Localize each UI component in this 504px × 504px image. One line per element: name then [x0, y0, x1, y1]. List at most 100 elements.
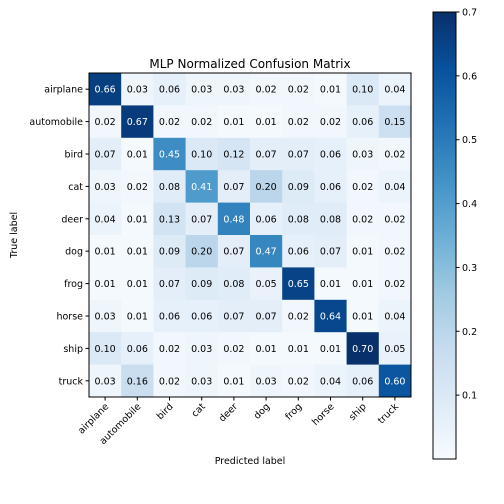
cell-value-label: 0.15 [384, 117, 405, 128]
heatmap-cell [121, 73, 154, 106]
heatmap-cell [346, 332, 380, 365]
heatmap-cell [314, 170, 347, 203]
colorbar-tick-label: 0.3 [462, 263, 477, 274]
cell-value-label: 0.45 [159, 150, 180, 161]
cell-value-label: 0.10 [95, 344, 116, 355]
heatmap-cell [378, 137, 412, 171]
cell-value-label: 0.06 [159, 312, 180, 323]
cell-value-label: 0.02 [256, 85, 277, 96]
heatmap-cell [346, 364, 380, 398]
cell-value-label: 0.04 [95, 214, 116, 225]
heatmap-cell [185, 105, 219, 139]
cell-value-label: 0.03 [95, 312, 116, 323]
cell-value-label: 0.03 [191, 85, 212, 96]
chart-title: MLP Normalized Confusion Matrix [149, 57, 350, 71]
heatmap-cell [153, 105, 186, 139]
heatmap-cell [217, 105, 251, 139]
cell-value-label: 0.08 [288, 214, 309, 225]
heatmap-cell [185, 332, 219, 365]
cell-value-label: 0.06 [159, 85, 180, 96]
heatmap-cell [378, 267, 412, 301]
cell-value-label: 0.04 [320, 376, 341, 387]
cell-value-label: 0.02 [159, 376, 180, 387]
cell-value-label: 0.01 [223, 117, 244, 128]
cell-value-label: 0.02 [352, 214, 373, 225]
heatmap-cell [89, 170, 122, 203]
heatmap-cell [185, 170, 219, 203]
cell-value-label: 0.01 [320, 344, 341, 355]
y-tick-label: bird [65, 150, 83, 161]
heatmap-cell [89, 364, 122, 398]
heatmap-cell [314, 364, 347, 398]
cell-value-label: 0.66 [95, 85, 116, 96]
heatmap-cell [346, 170, 380, 203]
heatmap-cell [89, 332, 122, 365]
cell-value-label: 0.01 [256, 117, 277, 128]
cell-value-label: 0.02 [288, 85, 309, 96]
heatmap-cell [314, 202, 347, 236]
cell-value-label: 0.01 [223, 376, 244, 387]
y-tick-label: deer [61, 214, 83, 225]
heatmap-cell [378, 364, 412, 398]
heatmap-cell [314, 137, 347, 171]
cell-value-label: 0.02 [288, 312, 309, 323]
cell-value-label: 0.07 [191, 214, 212, 225]
cell-value-label: 0.02 [384, 150, 405, 161]
x-tick-label: truck [376, 401, 401, 426]
heatmap-cell [346, 267, 380, 301]
heatmap-cell [378, 235, 412, 268]
cell-value-label: 0.07 [320, 247, 341, 258]
cell-value-label: 0.07 [256, 312, 277, 323]
heatmap-cell [378, 73, 412, 106]
x-tick-label: dog [252, 401, 272, 421]
cell-value-label: 0.02 [223, 344, 244, 355]
heatmap-cell [217, 364, 251, 398]
cell-value-label: 0.02 [95, 117, 116, 128]
heatmap-cell [282, 332, 315, 365]
y-tick-label: ship [63, 344, 83, 355]
heatmap-cell [314, 267, 347, 301]
heatmap-cell [314, 235, 347, 268]
cell-value-label: 0.06 [288, 247, 309, 258]
heatmap-cell [378, 202, 412, 236]
heatmap-cell [121, 202, 154, 236]
cell-value-label: 0.05 [256, 279, 277, 290]
x-axis-label: Predicted label [215, 456, 286, 467]
cell-value-label: 0.03 [95, 376, 116, 387]
cell-value-label: 0.02 [288, 376, 309, 387]
heatmap-cell [250, 299, 283, 333]
heatmap-cell [153, 267, 186, 301]
cell-value-label: 0.07 [223, 182, 244, 193]
cell-value-label: 0.08 [320, 214, 341, 225]
cell-value-label: 0.07 [159, 279, 180, 290]
heatmap-cell [378, 105, 412, 139]
heatmap-cell [121, 105, 154, 139]
cell-value-label: 0.03 [127, 85, 148, 96]
cell-value-label: 0.02 [384, 279, 405, 290]
heatmap-cell [217, 202, 251, 236]
cell-value-label: 0.02 [352, 182, 373, 193]
heatmap-cell [282, 170, 315, 203]
heatmap-cell [89, 105, 122, 139]
cell-value-label: 0.20 [256, 182, 277, 193]
heatmap-cell [185, 299, 219, 333]
cell-value-label: 0.06 [256, 214, 277, 225]
heatmap-cell [89, 235, 122, 268]
heatmap-cell [250, 202, 283, 236]
x-tick-label: cat [190, 401, 208, 419]
heatmap-cell [89, 202, 122, 236]
heatmap-cell [346, 105, 380, 139]
plot-frame [88, 72, 412, 398]
heatmap-cell [250, 73, 283, 106]
cell-value-label: 0.06 [191, 312, 212, 323]
cell-value-label: 0.47 [256, 247, 277, 258]
cell-value-label: 0.07 [95, 150, 116, 161]
heatmap-cell [282, 202, 315, 236]
heatmap-cell [153, 299, 186, 333]
heatmap-cell [378, 299, 412, 333]
heatmap-cell [185, 235, 219, 268]
y-tick-label: dog [65, 247, 83, 258]
heatmap-cell [282, 73, 315, 106]
cell-value-label: 0.01 [288, 344, 309, 355]
